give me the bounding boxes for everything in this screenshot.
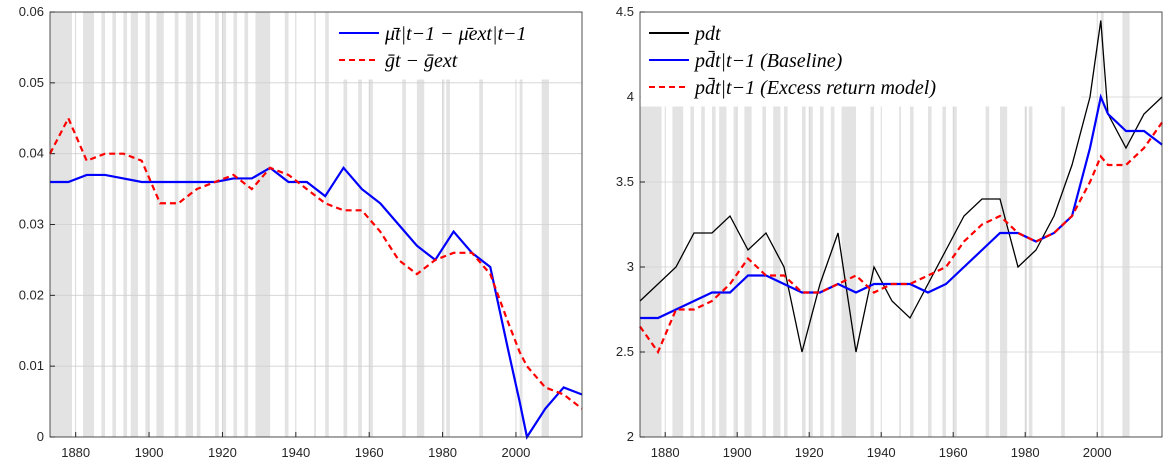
legend-label: pd̄t|t−1 (Baseline) xyxy=(693,50,843,72)
shaded-period xyxy=(701,12,705,437)
shaded-period xyxy=(719,12,727,437)
shaded-period xyxy=(712,12,716,437)
x-tick-label: 1940 xyxy=(867,445,896,460)
series-line xyxy=(639,121,1163,355)
shaded-period xyxy=(784,12,788,437)
y-tick-label: 3 xyxy=(627,259,634,274)
series-line xyxy=(639,20,1163,353)
plot-area xyxy=(640,12,1162,437)
x-tick-label: 1980 xyxy=(1011,445,1040,460)
shaded-period xyxy=(809,12,813,437)
shaded-period xyxy=(672,12,684,437)
shaded-period xyxy=(953,12,957,437)
legend-label: μ̄t|t−1 − μ̄ext|t−1 xyxy=(384,23,527,45)
shaded-period xyxy=(802,12,806,437)
legend-label: pdt xyxy=(693,23,721,45)
shaded-period xyxy=(762,12,766,437)
x-tick-label: 1880 xyxy=(651,445,680,460)
shaded-period xyxy=(830,12,835,437)
x-tick-label: 1980 xyxy=(428,445,457,460)
legend-label: pd̄t|t−1 (Excess return model) xyxy=(693,77,936,99)
y-tick-label: 2 xyxy=(627,429,634,444)
series-line xyxy=(49,115,583,410)
shaded-period xyxy=(928,12,932,437)
legend-label: ḡt − ḡext xyxy=(385,50,458,72)
y-tick-label: 0.05 xyxy=(19,75,44,90)
y-tick-label: 0.06 xyxy=(19,4,44,19)
shaded-period xyxy=(1025,12,1027,437)
x-tick-label: 1940 xyxy=(281,445,310,460)
shaded-period xyxy=(640,12,662,437)
y-tick-label: 0.04 xyxy=(19,146,44,161)
shaded-period xyxy=(1028,12,1033,437)
y-tick-label: 4.5 xyxy=(616,4,634,19)
shaded-period xyxy=(985,12,990,437)
legend-box xyxy=(330,12,577,80)
shaded-period xyxy=(899,12,901,437)
shaded-period xyxy=(942,12,946,437)
y-tick-label: 0.02 xyxy=(19,287,44,302)
shaded-period xyxy=(690,12,694,437)
shaded-period xyxy=(1122,12,1130,437)
x-tick-label: 1960 xyxy=(355,445,384,460)
x-tick-label: 2000 xyxy=(501,445,530,460)
series-line xyxy=(640,93,1163,320)
plot-area xyxy=(50,12,582,437)
y-tick-label: 0.03 xyxy=(19,217,44,232)
x-tick-label: 1920 xyxy=(795,445,824,460)
x-tick-label: 1880 xyxy=(61,445,90,460)
x-tick-label: 1900 xyxy=(135,445,164,460)
shaded-period xyxy=(1000,12,1008,437)
shaded-period xyxy=(733,12,738,437)
shaded-period xyxy=(744,12,752,437)
shaded-period xyxy=(773,12,781,437)
shaded-period xyxy=(870,12,874,437)
x-tick-label: 2000 xyxy=(1083,445,1112,460)
y-tick-label: 4 xyxy=(627,89,634,104)
shaded-period xyxy=(1100,12,1104,437)
legend-box xyxy=(640,12,1082,107)
axes-frame xyxy=(49,11,583,438)
y-tick-label: 0 xyxy=(37,429,44,444)
shaded-period xyxy=(910,12,914,437)
shaded-period xyxy=(820,12,824,437)
x-tick-label: 1920 xyxy=(208,445,237,460)
y-tick-label: 0.01 xyxy=(19,358,44,373)
y-tick-label: 2.5 xyxy=(616,344,634,359)
axes-frame xyxy=(639,11,1163,438)
y-tick-label: 3.5 xyxy=(616,174,634,189)
series-line xyxy=(50,166,583,440)
x-tick-label: 1960 xyxy=(939,445,968,460)
x-tick-label: 1900 xyxy=(723,445,752,460)
